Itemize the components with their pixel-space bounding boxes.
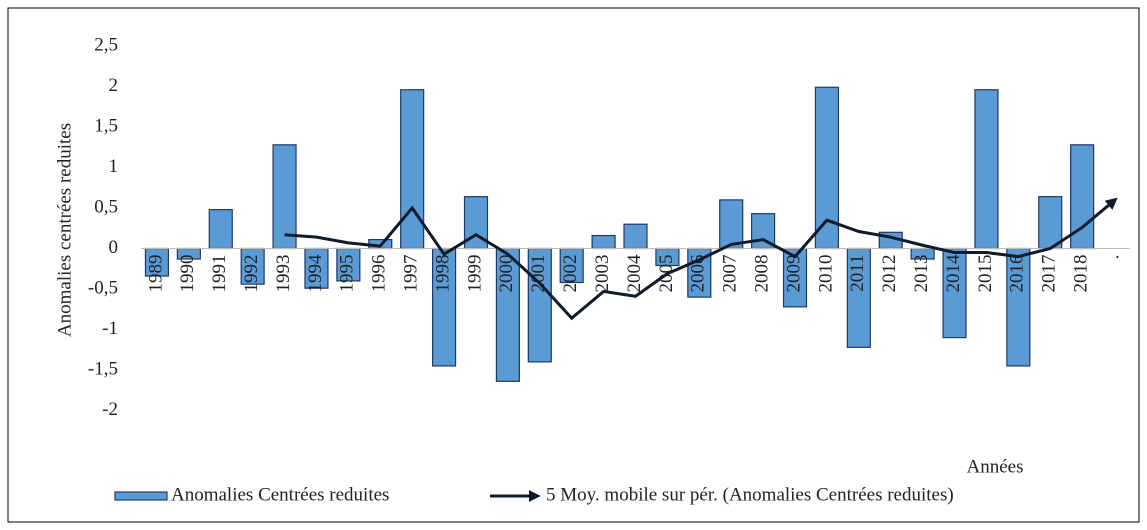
x-tick-label: 2013: [911, 255, 932, 293]
x-tick-label: 1989: [145, 255, 166, 293]
bar: [623, 223, 648, 250]
x-tick-label: .: [1102, 255, 1123, 260]
y-tick-label: 0,5: [94, 196, 118, 217]
bar: [208, 209, 233, 250]
y-tick-label: -2: [102, 399, 118, 420]
x-tick-label: 2008: [751, 255, 772, 293]
legend-label: 5 Moy. mobile sur pér. (Anomalies Centré…: [546, 484, 954, 505]
y-tick-label: -1,5: [88, 358, 118, 379]
x-tick-label: 1992: [241, 255, 262, 293]
bar: [719, 199, 744, 250]
bar: [591, 234, 616, 250]
x-tick-label: 2004: [624, 254, 645, 293]
y-tick-label: 1,5: [94, 115, 118, 136]
x-tick-label: 2014: [943, 254, 964, 293]
y-tick-label: 1: [109, 156, 119, 177]
x-tick-label: 1996: [369, 255, 390, 293]
x-tick-label: 2009: [783, 255, 804, 293]
chart-border: [7, 7, 1140, 523]
x-tick-label: 1995: [337, 255, 358, 293]
bar: [974, 89, 999, 250]
x-tick-label: 2017: [1039, 255, 1060, 293]
x-tick-label: 1991: [209, 254, 230, 292]
x-tick-label: 1998: [432, 255, 453, 293]
x-tick-label: 1997: [401, 255, 422, 293]
x-tick-label: 2015: [975, 255, 996, 293]
y-tick-label: 2: [109, 75, 119, 96]
x-tick-label: 2011: [847, 255, 868, 292]
x-tick-label: 2018: [1071, 255, 1092, 293]
x-tick-label: 2012: [879, 255, 900, 293]
x-tick-label: 1990: [177, 255, 198, 293]
x-tick-label: 1993: [273, 255, 294, 293]
x-tick-label: 2016: [1007, 254, 1028, 292]
y-tick-label: 2,5: [94, 34, 118, 55]
y-tick-label: 0: [109, 237, 119, 258]
x-tick-label: 1999: [464, 255, 485, 293]
x-tick-label: 2003: [592, 255, 613, 293]
x-axis-title: Années: [967, 456, 1024, 477]
x-tick-label: 1994: [305, 254, 326, 293]
bar: [400, 89, 425, 250]
y-axis-title: Anomalies centrées reduites: [54, 123, 75, 337]
bar: [1038, 196, 1063, 250]
moving-average-line: [284, 197, 1118, 321]
x-tick-label: 2002: [560, 255, 581, 293]
legend-label: Anomalies Centrées reduites: [171, 484, 389, 505]
x-tick-label: 2010: [815, 255, 836, 293]
x-tick-label: 2001: [528, 255, 549, 293]
legend-swatch: [114, 491, 168, 501]
x-tick-label: 2000: [496, 255, 517, 293]
bar: [272, 144, 297, 250]
x-tick-label: 2007: [720, 255, 741, 293]
y-tick-label: -1: [102, 318, 118, 339]
y-tick-label: -0,5: [88, 277, 118, 298]
